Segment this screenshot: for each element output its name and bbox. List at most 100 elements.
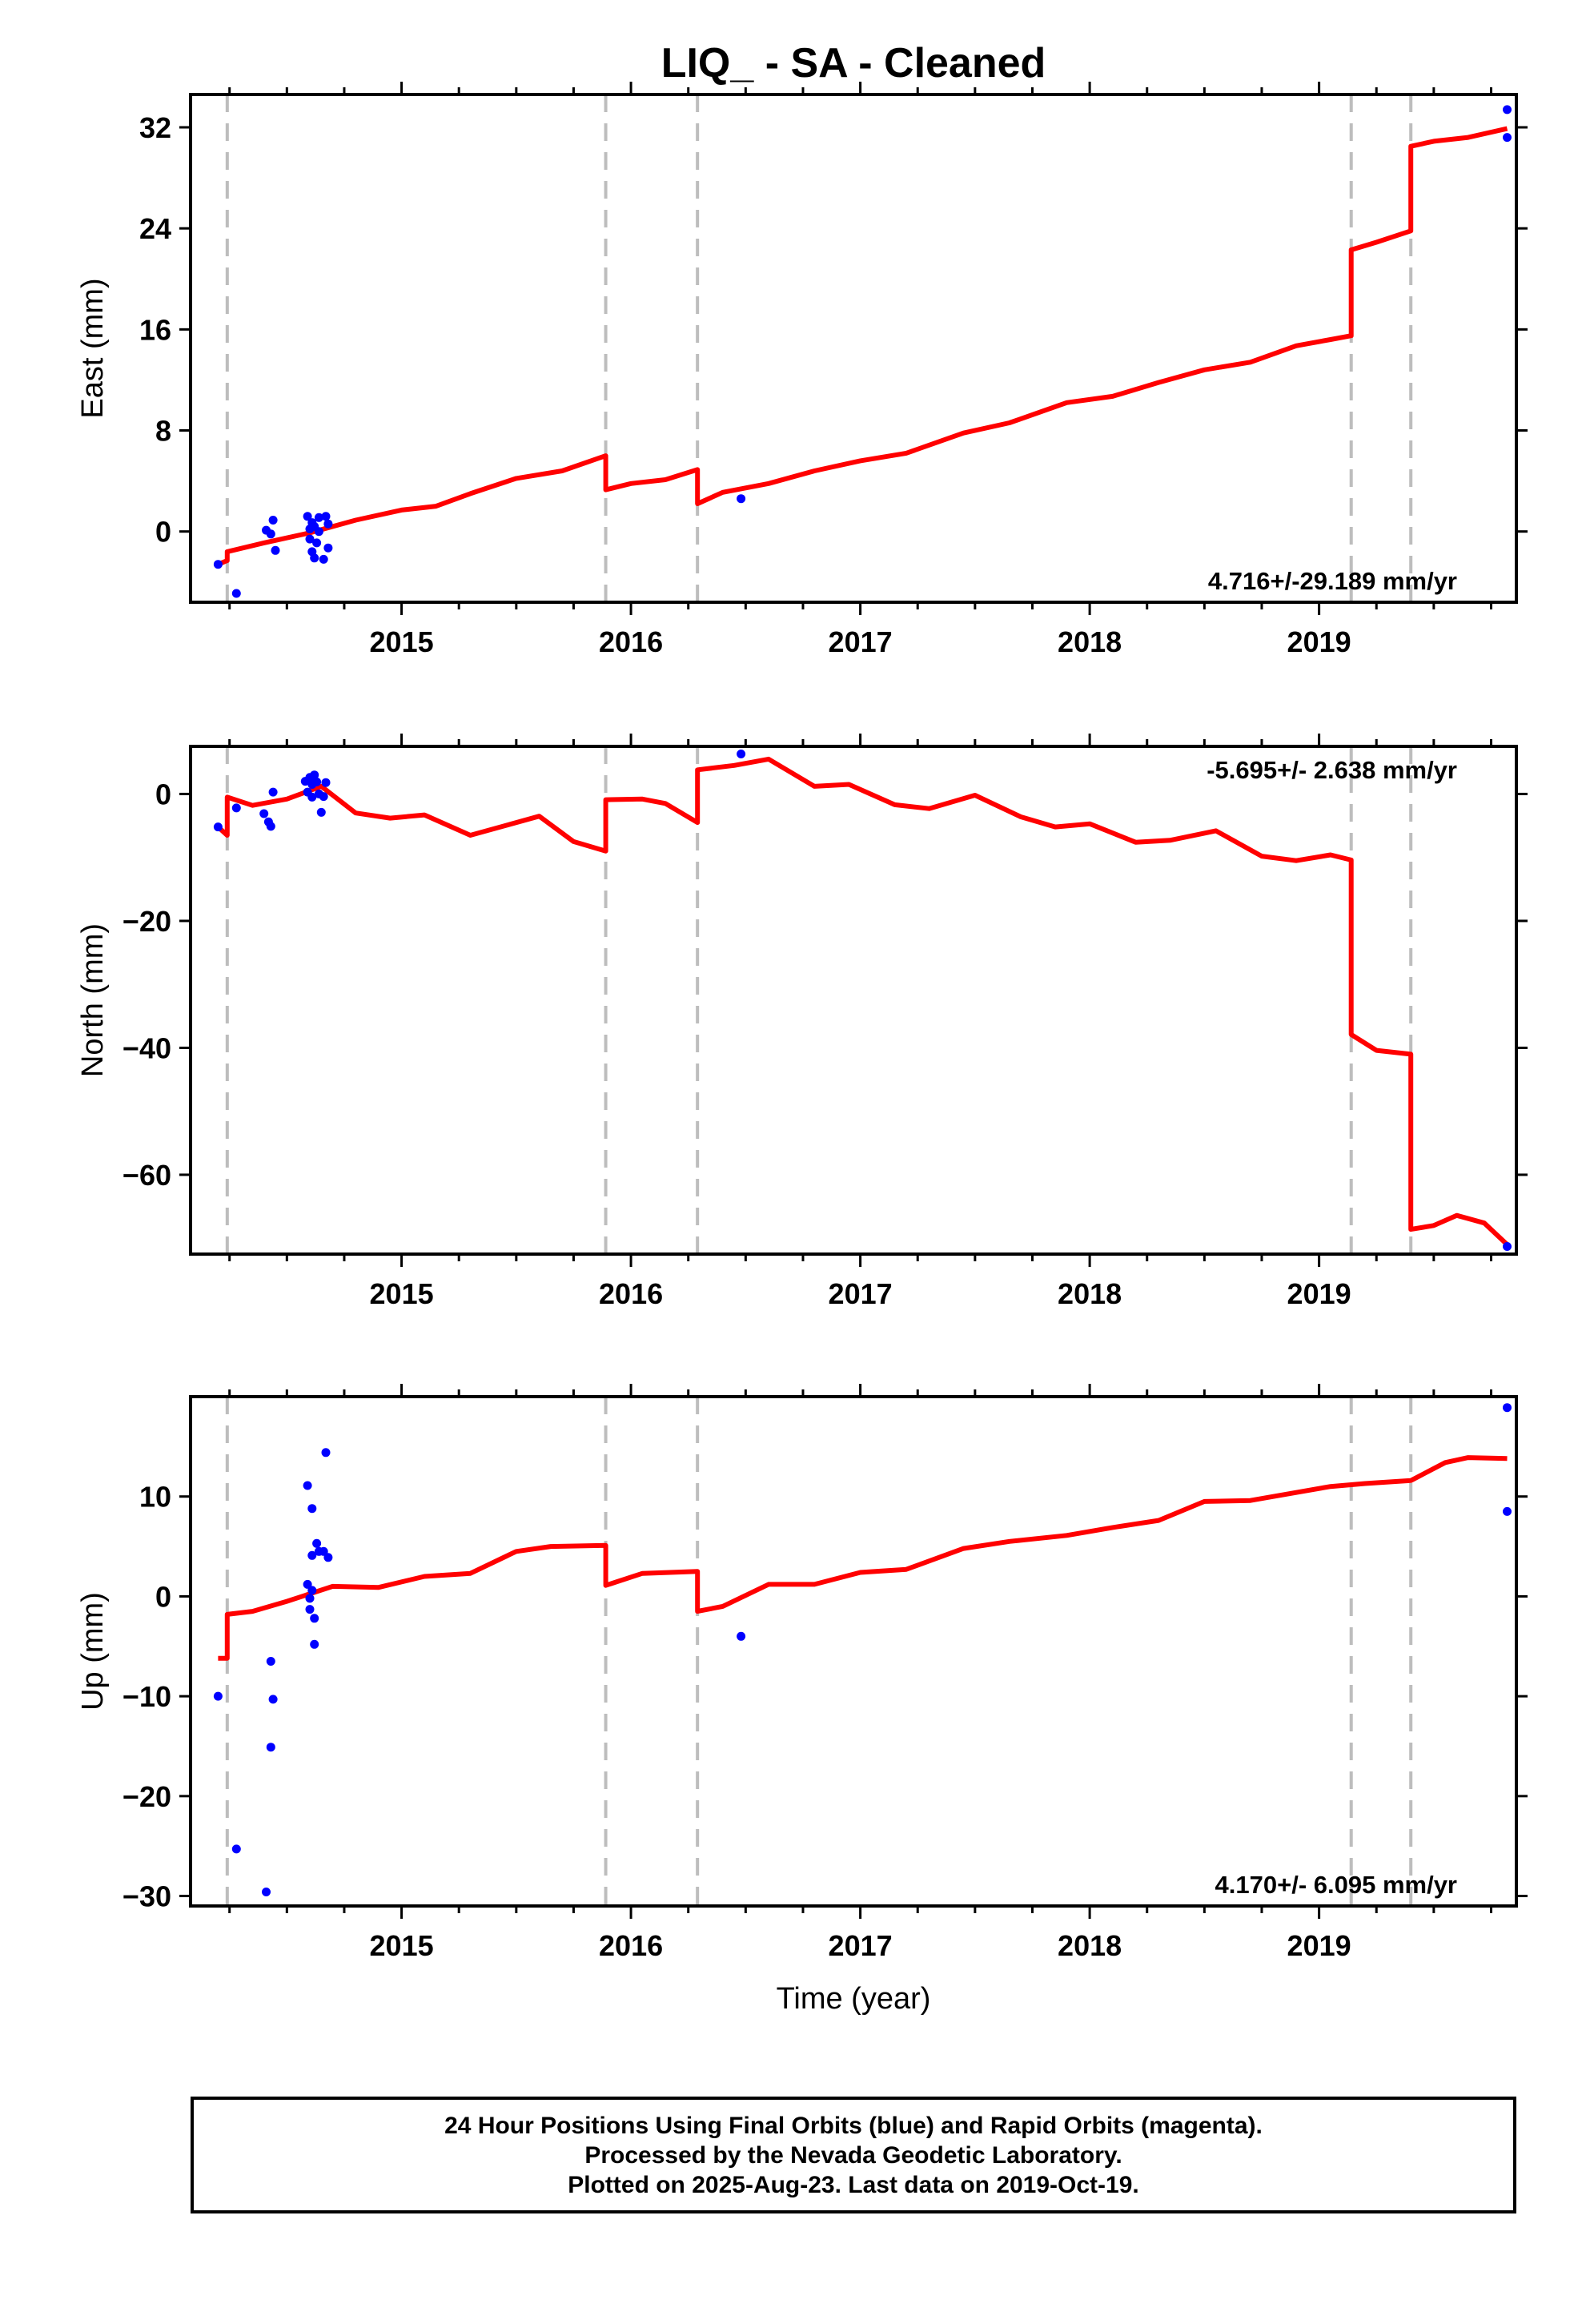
x-tick-label-east-3: 2018 <box>1058 625 1122 658</box>
data-point-up-15 <box>312 1538 322 1548</box>
panel-east: 0 8 16 24 32 2015 2016 2017 2018 2019 East (mm) 4.7… <box>76 82 1528 658</box>
data-layer-east <box>213 105 1512 598</box>
y-tick-label-east-3: 24 <box>139 212 171 245</box>
footer-line-orbits: 24 Hour Positions Using Final Orbits (bl… <box>444 2112 1263 2139</box>
data-point-east-1 <box>231 589 241 598</box>
y-tick-label-east-2: 16 <box>139 313 171 346</box>
data-point-east-0 <box>213 560 223 569</box>
plot-frame-east <box>189 93 1518 604</box>
x-tick-label-east-2: 2017 <box>829 625 893 658</box>
data-point-north-11 <box>310 770 319 780</box>
data-point-up-3 <box>266 1657 275 1666</box>
data-point-up-13 <box>310 1614 319 1623</box>
rate-label-east: 4.716+/-29.189 mm/yr <box>1208 567 1457 595</box>
panel-north: 0 −20 −40 −60 2015 2016 2017 2018 2019 North (mm)… <box>76 734 1528 1310</box>
data-point-east-8 <box>305 534 315 544</box>
footer-caption-box: 24 Hour Positions Using Final Orbits (bl… <box>191 2097 1516 2213</box>
y-tick-label-north-2: −40 <box>122 1031 171 1064</box>
x-tick-label-up-4: 2019 <box>1287 1929 1351 1962</box>
rate-label-up: 4.170+/- 6.095 mm/yr <box>1215 1871 1457 1899</box>
data-point-up-10 <box>307 1586 317 1595</box>
data-point-up-18 <box>321 1448 331 1458</box>
x-tick-label-east-4: 2019 <box>1287 625 1351 658</box>
model-curve-north <box>216 756 1509 1247</box>
data-point-up-6 <box>303 1481 312 1490</box>
y-tick-label-up-3: −20 <box>122 1780 171 1813</box>
data-point-north-10 <box>307 792 317 802</box>
y-tick-label-up-0: 10 <box>139 1481 171 1514</box>
data-point-north-14 <box>316 807 326 817</box>
panel-up: 10 0 −10 −20 −30 2015 2016 2017 2018 2019 Up (mm) 4… <box>76 1384 1528 2016</box>
data-point-up-21 <box>1503 1403 1512 1413</box>
data-point-north-2 <box>259 809 269 818</box>
data-point-up-9 <box>305 1605 315 1614</box>
y-tick-label-up-4: −30 <box>122 1880 171 1913</box>
data-point-north-0 <box>213 822 223 832</box>
x-tick-label-north-0: 2015 <box>370 1277 434 1310</box>
data-point-north-15 <box>319 792 328 802</box>
x-tick-label-east-0: 2015 <box>370 625 434 658</box>
data-point-east-21 <box>1503 105 1512 115</box>
data-point-east-18 <box>323 519 333 529</box>
data-point-north-12 <box>312 777 322 786</box>
data-point-up-12 <box>307 1550 317 1560</box>
y-tick-label-north-3: −60 <box>122 1159 171 1192</box>
data-point-east-14 <box>314 513 323 522</box>
data-point-east-22 <box>1503 133 1512 143</box>
data-point-up-22 <box>1503 1506 1512 1516</box>
x-tick-label-north-3: 2018 <box>1058 1277 1122 1310</box>
x-axis-label: Time (year) <box>777 1982 931 2016</box>
x-tick-label-up-3: 2018 <box>1058 1929 1122 1962</box>
data-point-north-18 <box>1503 1242 1512 1251</box>
plot-frame-north <box>189 745 1518 1256</box>
data-layer-up <box>213 1403 1512 1896</box>
y-tick-label-east-0: 0 <box>155 516 171 549</box>
data-point-north-5 <box>268 787 278 797</box>
data-point-east-11 <box>310 553 319 563</box>
data-point-east-16 <box>319 554 328 564</box>
data-point-east-5 <box>271 545 280 555</box>
y-tick-label-up-1: 0 <box>155 1580 171 1613</box>
chart-title: LIQ_ - SA - Cleaned <box>661 40 1046 86</box>
data-point-up-11 <box>307 1504 317 1514</box>
y-tick-label-east-1: 8 <box>155 415 171 448</box>
model-curve-east <box>217 126 1508 567</box>
y-axis-label-up: Up (mm) <box>76 1592 110 1711</box>
x-tick-label-up-2: 2017 <box>829 1929 893 1962</box>
data-point-north-1 <box>231 803 241 813</box>
data-point-east-6 <box>303 512 312 521</box>
x-tick-label-up-1: 2016 <box>599 1929 663 1962</box>
data-point-east-3 <box>266 529 275 539</box>
rate-label-north: -5.695+/- 2.638 mm/yr <box>1207 756 1457 784</box>
data-point-up-1 <box>231 1844 241 1854</box>
data-layer-north <box>213 750 1512 1251</box>
data-point-up-5 <box>266 1743 275 1752</box>
y-axis-label-north: North (mm) <box>76 923 110 1077</box>
data-point-up-4 <box>268 1695 278 1704</box>
data-point-up-17 <box>319 1546 328 1556</box>
y-tick-label-east-4: 32 <box>139 111 171 144</box>
data-point-north-17 <box>737 750 746 758</box>
data-point-east-20 <box>737 494 746 504</box>
y-tick-label-north-1: −20 <box>122 905 171 938</box>
footer-line-plotted: Plotted on 2025-Aug-23. Last data on 201… <box>568 2171 1139 2198</box>
y-tick-label-up-2: −10 <box>122 1680 171 1713</box>
x-tick-label-east-1: 2016 <box>599 625 663 658</box>
footer-line-processed: Processed by the Nevada Geodetic Laborat… <box>584 2141 1122 2169</box>
x-tick-label-north-1: 2016 <box>599 1277 663 1310</box>
data-point-up-20 <box>737 1631 746 1641</box>
model-curve-up <box>218 1455 1508 1661</box>
y-axis-label-east: East (mm) <box>76 278 110 418</box>
data-point-east-15 <box>314 527 323 537</box>
x-tick-label-up-0: 2015 <box>370 1929 434 1962</box>
data-point-up-2 <box>262 1888 271 1896</box>
data-point-up-0 <box>213 1691 223 1701</box>
data-point-up-7 <box>303 1579 312 1589</box>
x-tick-label-north-4: 2019 <box>1287 1277 1351 1310</box>
plot-frame-up <box>189 1395 1518 1908</box>
data-point-north-4 <box>266 822 275 831</box>
x-tick-label-north-2: 2017 <box>829 1277 893 1310</box>
data-point-up-19 <box>323 1553 333 1562</box>
data-point-east-19 <box>323 543 333 553</box>
